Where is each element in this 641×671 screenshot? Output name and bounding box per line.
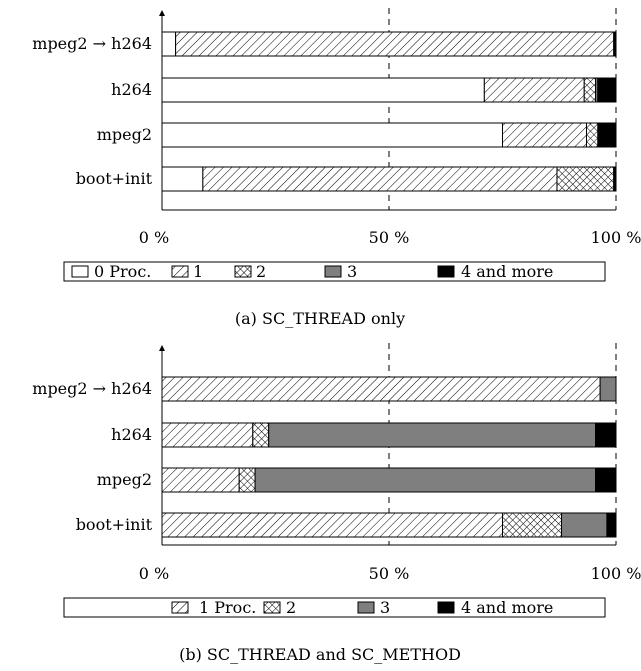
legend-swatch-1-proc bbox=[171, 601, 189, 614]
bar-series bbox=[161, 376, 617, 538]
bar-mpeg2-h264-1 bbox=[175, 31, 615, 57]
bar-mpeg2-h264-4-and-more bbox=[613, 31, 617, 57]
bar-mpeg2-h264-0-proc bbox=[161, 31, 177, 57]
bar-boot-init-4-and-more bbox=[613, 166, 617, 192]
chart-sc-thread-and-sc-method: mpeg2 → h264 h264 mpeg2 boot+init 0 % 50 % 10… bbox=[32, 343, 641, 664]
x-tick-label-0: 0 % bbox=[139, 228, 169, 247]
bar-h264-2 bbox=[583, 77, 597, 103]
legend-swatch-3 bbox=[357, 601, 375, 614]
category-label-boot-init: boot+init bbox=[76, 515, 153, 534]
bar-h264-4-and-more bbox=[595, 422, 617, 448]
legend-label-3: 3 bbox=[380, 598, 390, 617]
legend-label-4-and-more: 4 and more bbox=[461, 598, 553, 617]
legend-label-4-and-more: 4 and more bbox=[461, 262, 553, 281]
legend-label-1: 1 bbox=[193, 262, 203, 281]
bar-boot-init-2 bbox=[556, 166, 615, 192]
category-label-mpeg2: mpeg2 bbox=[97, 470, 152, 489]
legend-label-1-proc: 1 Proc. bbox=[199, 598, 256, 617]
caption: (a) SC_THREAD only bbox=[235, 309, 405, 328]
legend-swatch-1 bbox=[171, 265, 189, 278]
x-tick-label-100: 100 % bbox=[591, 564, 641, 583]
bar-mpeg2-h264-3 bbox=[599, 376, 617, 402]
legend: 1 Proc. 2 3 4 and more bbox=[63, 597, 606, 618]
bar-boot-init-2 bbox=[502, 512, 563, 538]
x-tick-labels: 0 % 50 % 100 % bbox=[139, 564, 641, 583]
bar-mpeg2-h264-1-proc bbox=[161, 376, 601, 402]
category-label-boot-init: boot+init bbox=[76, 169, 153, 188]
bar-h264-1 bbox=[483, 77, 585, 103]
legend-label-3: 3 bbox=[347, 262, 357, 281]
bar-boot-init-1 bbox=[202, 166, 558, 192]
bar-mpeg2-1 bbox=[502, 122, 587, 148]
bar-mpeg2-2 bbox=[238, 467, 256, 493]
bar-h264-0-proc bbox=[161, 77, 485, 103]
category-labels: mpeg2 → h264 h264 mpeg2 boot+init bbox=[32, 34, 152, 188]
category-label-mpeg2-h264: mpeg2 → h264 bbox=[32, 379, 152, 398]
x-tick-label-50: 50 % bbox=[369, 564, 410, 583]
bar-mpeg2-2 bbox=[585, 122, 599, 148]
bar-mpeg2-4-and-more bbox=[595, 467, 617, 493]
bar-h264-4-and-more bbox=[597, 77, 617, 103]
axes bbox=[159, 345, 616, 546]
x-tick-label-0: 0 % bbox=[139, 564, 169, 583]
bar-boot-init-0-proc bbox=[161, 166, 204, 192]
bar-mpeg2-1-proc bbox=[161, 467, 240, 493]
x-tick-label-100: 100 % bbox=[591, 228, 641, 247]
bar-mpeg2-0-proc bbox=[161, 122, 503, 148]
x-tick-label-50: 50 % bbox=[369, 228, 410, 247]
category-labels: mpeg2 → h264 h264 mpeg2 boot+init bbox=[32, 379, 152, 534]
bar-boot-init-1-proc bbox=[161, 512, 503, 538]
legend-box bbox=[63, 597, 606, 618]
legend-swatch-0-proc bbox=[71, 265, 89, 278]
bar-mpeg2-4-and-more bbox=[597, 122, 617, 148]
bar-boot-init-3 bbox=[561, 512, 608, 538]
legend-swatch-4-and-more bbox=[437, 601, 455, 614]
legend-swatch-4-and-more bbox=[437, 265, 455, 278]
y-axis-arrow bbox=[159, 345, 165, 351]
y-axis-arrow bbox=[159, 10, 165, 16]
category-label-mpeg2: mpeg2 bbox=[97, 125, 152, 144]
bar-h264-2 bbox=[252, 422, 270, 448]
x-tick-labels: 0 % 50 % 100 % bbox=[139, 228, 641, 247]
axes bbox=[159, 10, 616, 211]
caption: (b) SC_THREAD and SC_METHOD bbox=[179, 645, 461, 664]
bar-h264-1-proc bbox=[161, 422, 254, 448]
legend-swatch-3 bbox=[324, 265, 342, 278]
category-label-h264: h264 bbox=[111, 425, 152, 444]
bar-boot-init-4-and-more bbox=[606, 512, 617, 538]
bar-mpeg2-3 bbox=[254, 467, 597, 493]
legend-label-2: 2 bbox=[286, 598, 296, 617]
category-label-mpeg2-h264: mpeg2 → h264 bbox=[32, 34, 152, 53]
bar-series bbox=[161, 31, 617, 192]
category-label-h264: h264 bbox=[111, 80, 152, 99]
legend-swatch-2 bbox=[263, 601, 281, 614]
legend: 0 Proc. 1 2 3 4 and more bbox=[63, 261, 606, 282]
legend-label-0-proc: 0 Proc. bbox=[94, 262, 151, 281]
legend-swatch-2 bbox=[234, 265, 252, 278]
bar-h264-3 bbox=[268, 422, 597, 448]
legend-label-2: 2 bbox=[256, 262, 266, 281]
